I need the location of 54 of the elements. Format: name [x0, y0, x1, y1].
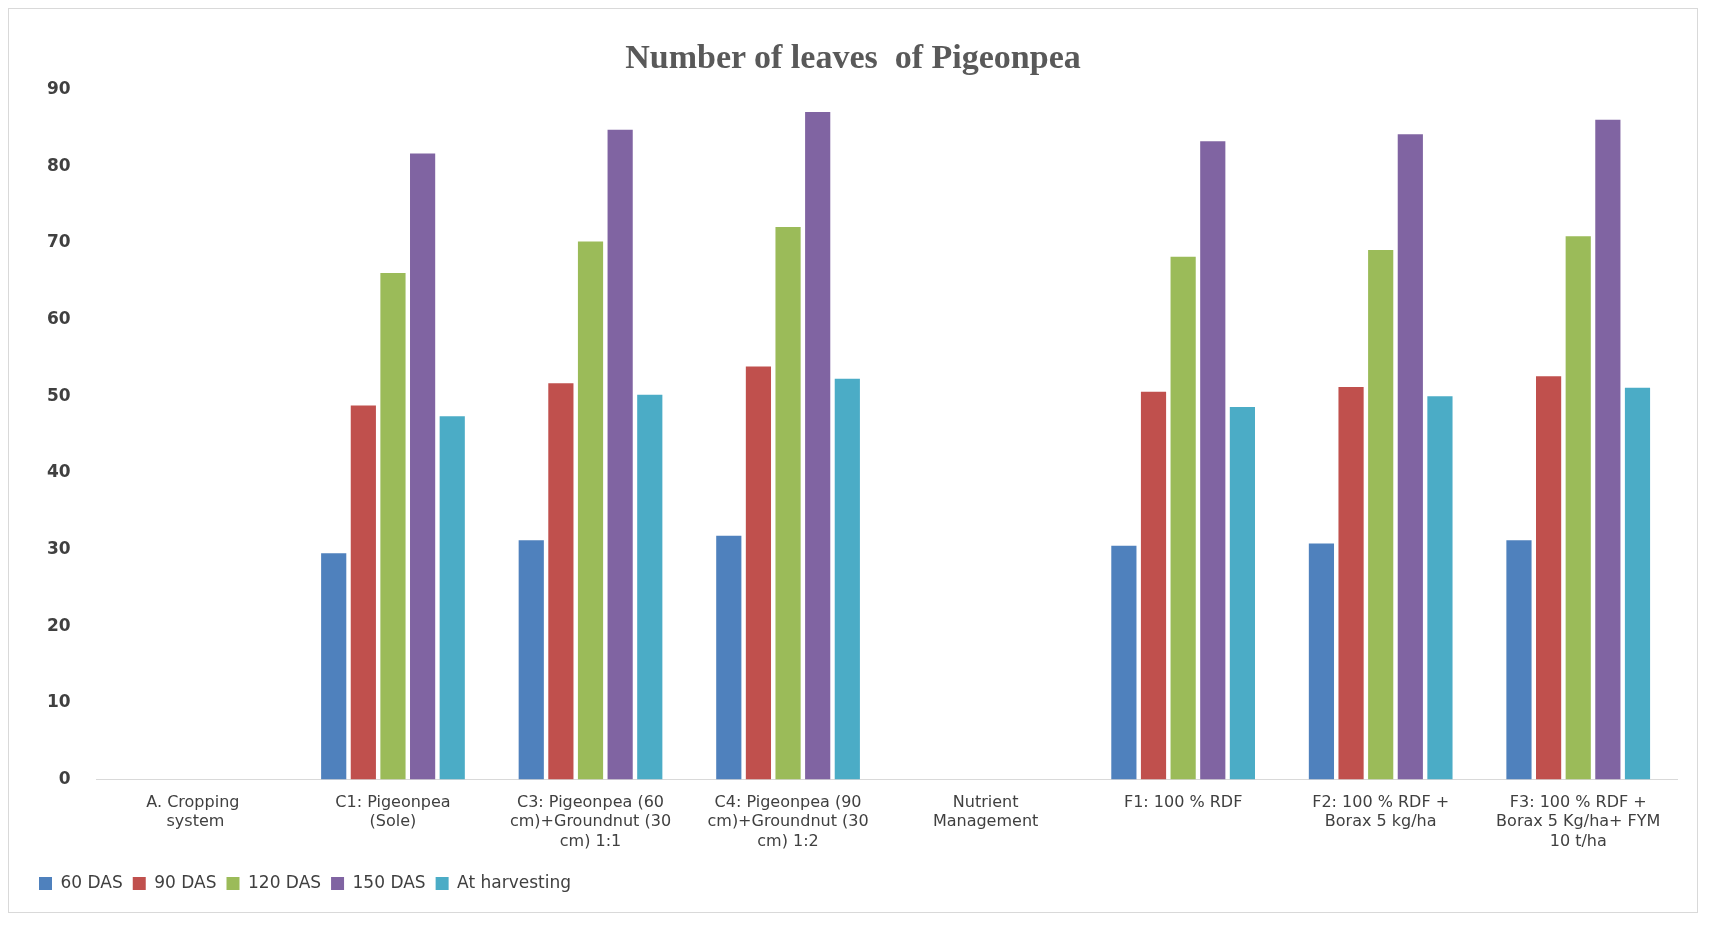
bar	[607, 129, 633, 780]
bar	[1565, 236, 1591, 780]
legend-label: 150 DAS	[352, 871, 426, 892]
bar	[805, 112, 831, 780]
bar	[1536, 376, 1562, 780]
bar	[745, 366, 772, 780]
bar	[716, 535, 742, 780]
x-tick-label: C4: Pigeonpea (90 cm)+Groundnut (30 cm) 1:2	[707, 792, 869, 850]
y-tick-label: 90	[46, 78, 71, 99]
chart-title: Number of leaves of Pigeonpea	[625, 38, 1081, 76]
bar	[1140, 391, 1167, 780]
legend-label: 90 DAS	[154, 871, 217, 892]
bar	[1624, 387, 1651, 780]
x-tick-label: Nutrient Management	[932, 792, 1039, 831]
x-tick-label: C1: Pigeonpea (Sole)	[335, 792, 451, 831]
bar	[775, 226, 801, 780]
x-tick-label: C3: Pigeonpea (60 cm)+Groundnut (30 cm) 1:1	[509, 792, 672, 850]
y-tick-label: 30	[46, 537, 71, 558]
y-tick-label: 70	[46, 231, 71, 252]
bar	[637, 394, 663, 780]
x-tick-label: F2: 100 % RDF + Borax 5 kg/ha	[1312, 792, 1450, 831]
bar	[1170, 256, 1196, 780]
bar	[1338, 387, 1364, 780]
bar	[1506, 540, 1532, 780]
bar	[439, 416, 465, 780]
legend-label: At harvesting	[457, 871, 572, 892]
bar	[1397, 134, 1423, 780]
bar	[548, 383, 574, 780]
bar	[1229, 407, 1255, 780]
bar	[834, 378, 860, 780]
bar	[1308, 543, 1335, 780]
x-tick-label: F1: 100 % RDF	[1123, 792, 1243, 812]
x-tick-label: F3: 100 % RDF + Borax 5 Kg/ha+ FYM 10 t/ha	[1496, 792, 1661, 850]
legend-label: 60 DAS	[60, 871, 123, 892]
bar	[321, 553, 347, 780]
y-tick-label: 10	[46, 691, 71, 712]
bar	[410, 153, 436, 780]
legend-label: 120 DAS	[248, 871, 322, 892]
bar	[1595, 119, 1621, 780]
y-tick-label: 20	[46, 614, 71, 635]
bar	[577, 241, 604, 780]
bar	[1427, 396, 1453, 780]
bar	[350, 405, 376, 780]
bar	[380, 272, 406, 780]
x-tick-label: A. Cropping system	[146, 792, 245, 831]
y-tick-label: 0	[58, 767, 71, 788]
y-tick-label: 80	[46, 154, 71, 175]
bar	[1200, 141, 1226, 780]
bar	[1368, 249, 1394, 780]
y-tick-label: 60	[46, 308, 71, 329]
y-tick-label: 40	[46, 461, 71, 482]
y-tick-label: 50	[46, 384, 71, 405]
bar	[1111, 545, 1137, 780]
bar	[518, 540, 544, 780]
